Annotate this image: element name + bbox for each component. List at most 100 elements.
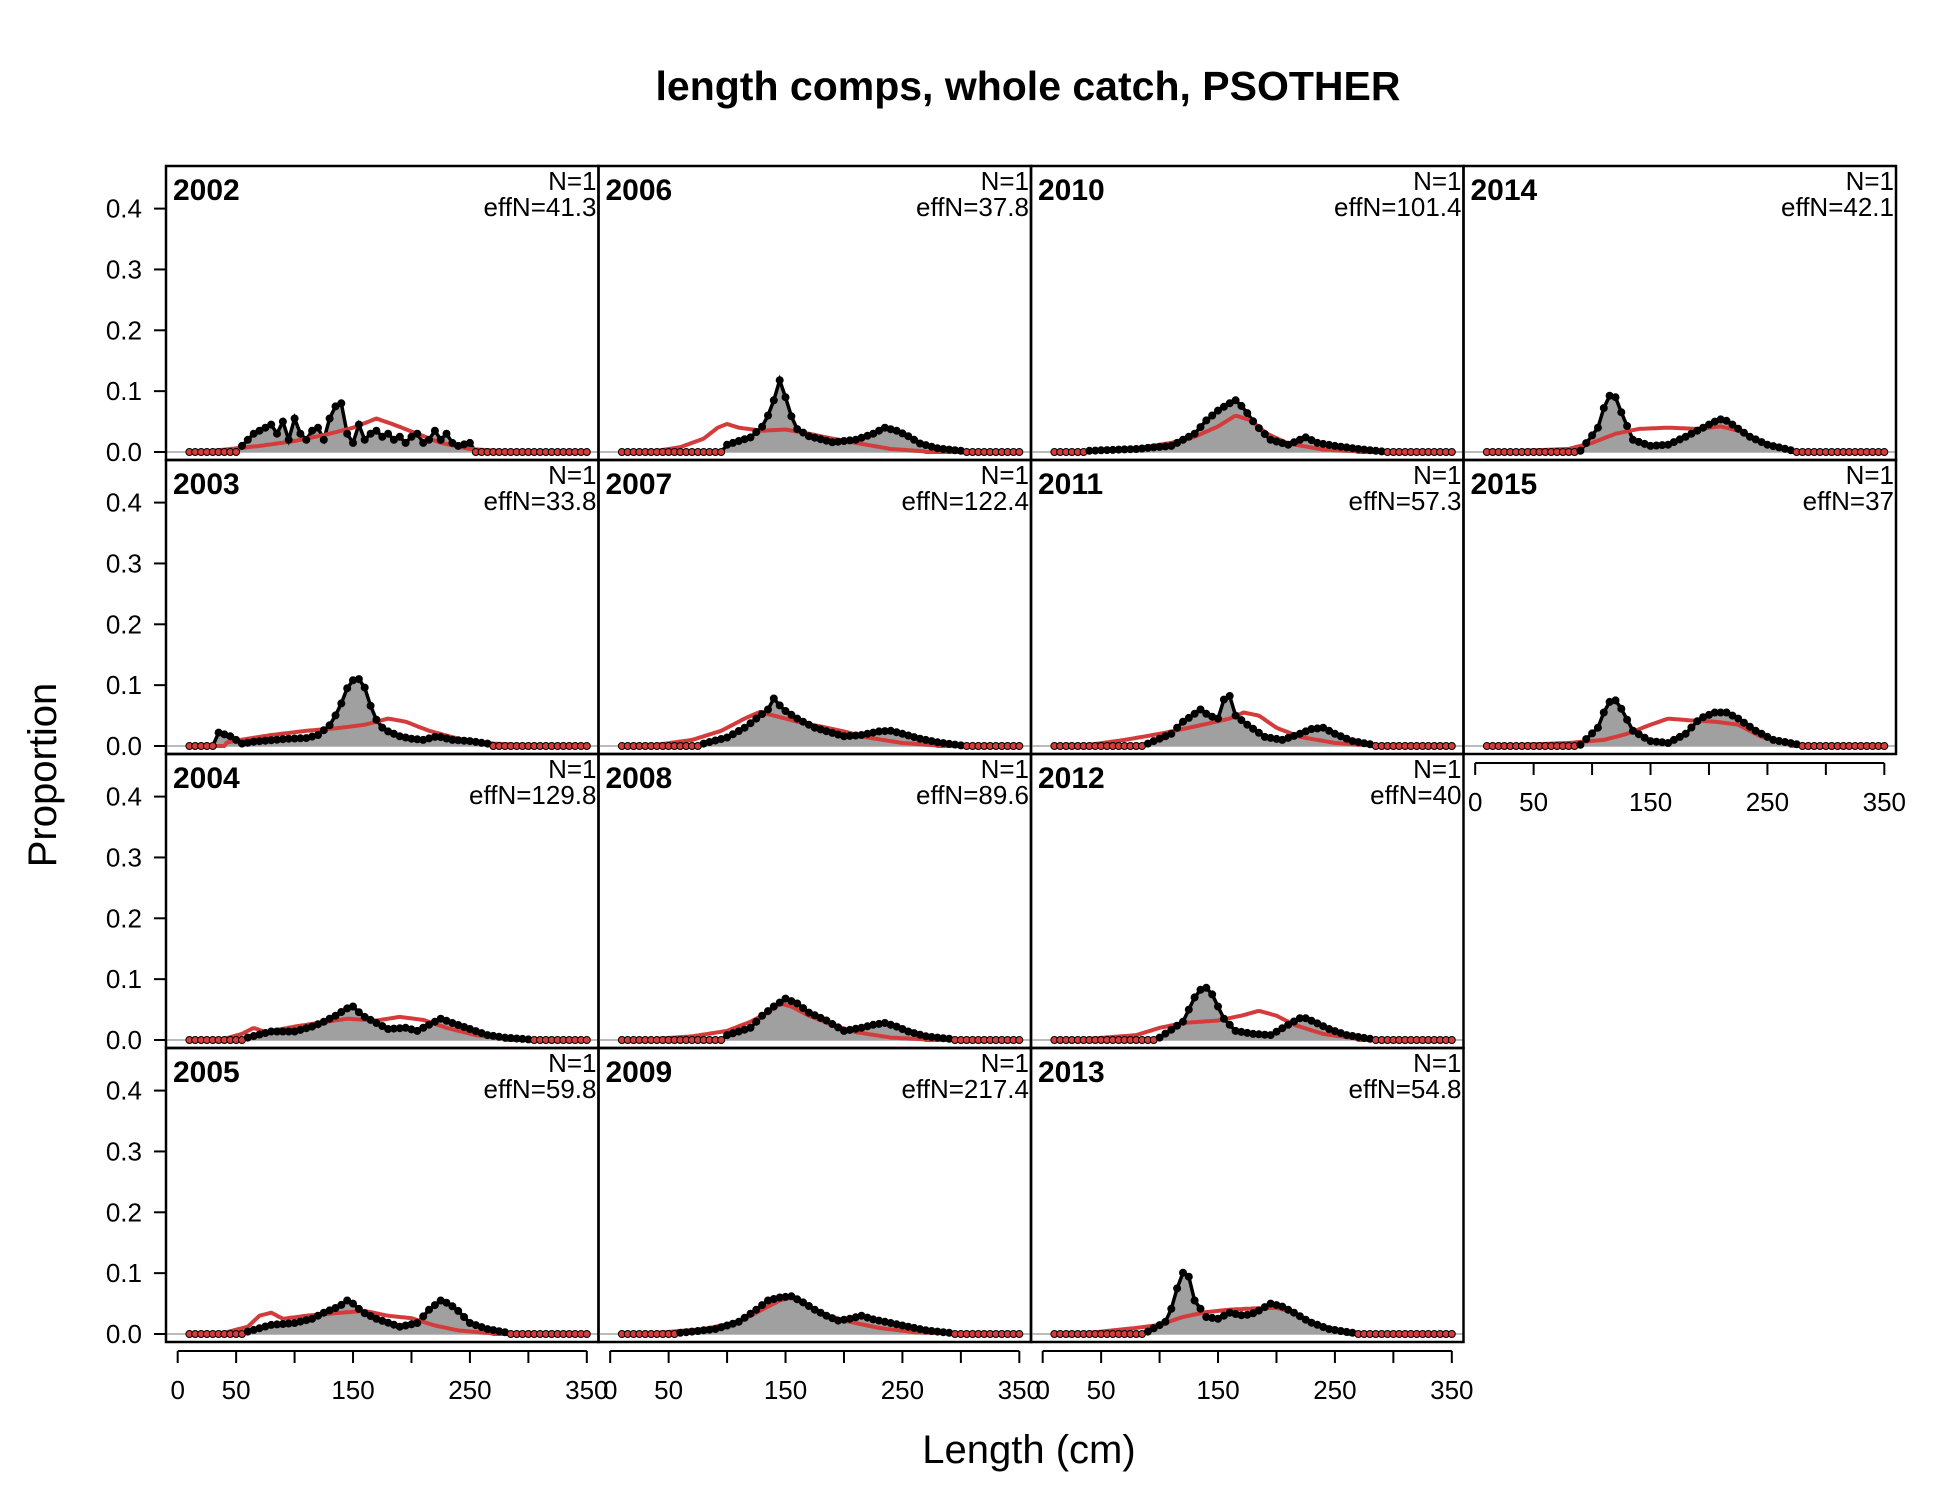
data-point	[279, 418, 286, 425]
panel-year-label: 2011	[1038, 468, 1103, 501]
y-tick-label: 0.4	[106, 782, 142, 812]
data-point	[776, 377, 783, 384]
data-point	[765, 706, 772, 713]
data-point	[338, 700, 345, 707]
y-tick-label: 0.0	[106, 1319, 142, 1349]
data-point	[274, 430, 281, 437]
panel-effn-label: effN=129.8	[469, 780, 596, 810]
y-tick-label: 0.2	[106, 609, 142, 639]
y-tick-label: 0.1	[106, 670, 142, 700]
data-point	[332, 712, 339, 719]
data-point	[461, 1314, 468, 1321]
data-point	[1203, 417, 1210, 424]
data-point	[759, 1302, 766, 1309]
data-point	[1881, 743, 1888, 750]
x-tick-label: 350	[1430, 1375, 1473, 1405]
data-point	[759, 711, 766, 718]
data-point	[344, 685, 351, 692]
data-point	[782, 394, 789, 401]
y-tick-label: 0.4	[106, 194, 142, 224]
data-point	[1577, 741, 1584, 748]
data-point	[1589, 730, 1596, 737]
data-point	[1589, 432, 1596, 439]
observed-area	[1487, 396, 1884, 452]
x-tick-label: 50	[222, 1375, 251, 1405]
data-point	[770, 695, 777, 702]
data-point	[1624, 716, 1631, 723]
data-point	[1191, 1297, 1198, 1304]
x-tick-label: 150	[764, 1375, 807, 1405]
data-point	[239, 442, 246, 449]
x-tick-label: 350	[1863, 787, 1906, 817]
observed-area	[1487, 700, 1884, 746]
y-tick-label: 0.2	[106, 1197, 142, 1227]
y-tick-label: 0.1	[106, 376, 142, 406]
data-point	[361, 684, 368, 691]
data-point	[268, 421, 275, 428]
data-point	[1215, 715, 1222, 722]
data-point	[1180, 1018, 1187, 1025]
panel-2015: 2015 N=1effN=370 50 150 250 350	[1464, 460, 1907, 817]
y-tick-label: 0.3	[106, 254, 142, 284]
data-point	[402, 439, 409, 446]
panel-year-label: 2002	[173, 174, 240, 207]
data-point	[583, 1037, 590, 1044]
panel-2011: 2011 N=1effN=57.3	[1031, 460, 1464, 754]
data-point	[426, 436, 433, 443]
data-point	[373, 716, 380, 723]
data-point	[303, 436, 310, 443]
x-tick-label: 150	[1196, 1375, 1239, 1405]
data-point	[1209, 412, 1216, 419]
y-tick-label: 0.1	[106, 964, 142, 994]
x-tick-label: 150	[1629, 787, 1672, 817]
panel-year-label: 2004	[173, 762, 240, 795]
x-tick-label: 250	[881, 1375, 924, 1405]
panel-2005: 2005 N=1effN=59.80.00.10.20.30.40 50 150 250…	[106, 1048, 609, 1405]
data-point	[1226, 693, 1233, 700]
data-point	[1583, 440, 1590, 447]
data-point	[291, 415, 298, 422]
data-point	[1448, 1331, 1455, 1338]
data-point	[1448, 449, 1455, 456]
data-point	[1612, 394, 1619, 401]
y-tick-label: 0.2	[106, 315, 142, 345]
data-point	[350, 1300, 357, 1307]
panel-year-label: 2006	[606, 174, 673, 207]
data-point	[244, 436, 251, 443]
panel-2006: 2006 N=1effN=37.8	[599, 166, 1032, 460]
data-point	[285, 436, 292, 443]
x-tick-label: 0	[603, 1375, 617, 1405]
y-tick-label: 0.1	[106, 1258, 142, 1288]
data-point	[466, 439, 473, 446]
data-point	[1612, 697, 1619, 704]
panel-effn-label: effN=89.6	[916, 780, 1029, 810]
data-point	[1238, 402, 1245, 409]
x-tick-label: 50	[654, 1375, 683, 1405]
data-point	[355, 676, 362, 683]
data-point	[1016, 449, 1023, 456]
x-tick-label: 0	[170, 1375, 184, 1405]
data-point	[1016, 743, 1023, 750]
panel-effn-label: effN=33.8	[483, 486, 596, 516]
x-tick-label: 150	[331, 1375, 374, 1405]
panel-effn-label: effN=122.4	[902, 486, 1029, 516]
y-tick-label: 0.0	[106, 731, 142, 761]
panel-effn-label: effN=59.8	[483, 1074, 596, 1104]
panel-effn-label: effN=40	[1370, 780, 1461, 810]
panel-2009: 2009 N=1effN=217.40 50 150 250 350	[599, 1048, 1042, 1405]
data-point	[361, 436, 368, 443]
observed-area	[1054, 1273, 1451, 1334]
panel-effn-label: effN=37	[1803, 486, 1894, 516]
panel-year-label: 2010	[1038, 174, 1105, 207]
chart-title: length comps, whole catch, PSOTHER	[656, 63, 1401, 109]
data-point	[1583, 736, 1590, 743]
data-point	[396, 433, 403, 440]
data-point	[385, 430, 392, 437]
data-point	[1682, 730, 1689, 737]
data-point	[344, 430, 351, 437]
y-tick-label: 0.4	[106, 488, 142, 518]
data-point	[1594, 724, 1601, 731]
data-point	[1594, 424, 1601, 431]
data-point	[1448, 1037, 1455, 1044]
